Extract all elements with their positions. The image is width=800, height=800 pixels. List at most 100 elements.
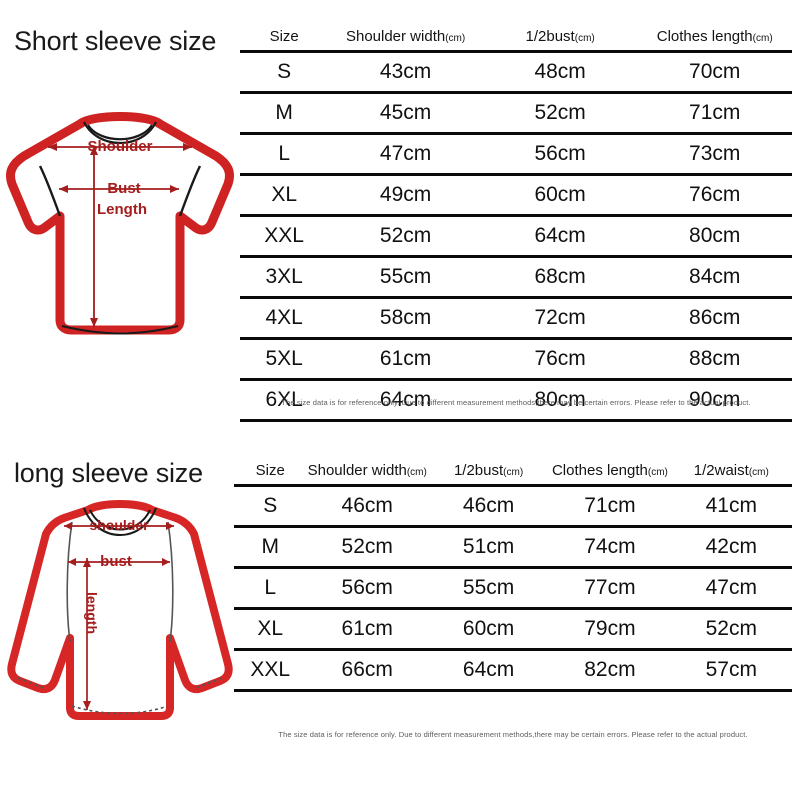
cell-size: XL: [240, 173, 329, 216]
shoulder-label: Shoulder: [87, 138, 152, 155]
table-row: XL 49cm 60cm 76cm: [240, 173, 792, 216]
cell-shoulder-width: 66cm: [306, 648, 428, 692]
tshirt-collar-outer: [83, 121, 157, 144]
table-row: L 56cm 55cm 77cm 47cm: [234, 566, 792, 609]
cell-shoulder-width: 64cm: [328, 378, 483, 422]
tshirt-hem: [61, 325, 179, 335]
table-row: 5XL 61cm 76cm 88cm: [240, 337, 792, 380]
long-sleeve-disclaimer: The size data is for reference only. Due…: [278, 730, 748, 739]
cell-shoulder-width: 55cm: [328, 255, 483, 298]
header-unit: (cm): [406, 467, 427, 478]
shirt-right-cuff: [195, 677, 223, 689]
cell-size: XL: [234, 607, 307, 650]
cell-size: XXL: [240, 214, 329, 257]
table-row: 6XL 64cm 80cm 90cm: [240, 378, 792, 422]
header-text: 1/2bust: [525, 28, 575, 45]
cell-shoulder-width: 61cm: [328, 337, 483, 380]
cell-half-waist: 52cm: [670, 607, 792, 650]
table-header-row: Size Shoulder width(cm) 1/2bust(cm) Clot…: [234, 460, 792, 486]
cell-half-bust: 52cm: [482, 91, 638, 134]
table-row: S 46cm 46cm 71cm 41cm: [234, 484, 792, 527]
length-label: length: [84, 592, 100, 634]
cell-clothes-length: 80cm: [637, 214, 792, 257]
cell-clothes-length: 70cm: [637, 50, 792, 93]
cell-half-bust: 80cm: [482, 378, 638, 422]
header-text: Shoulder width: [307, 462, 407, 479]
cell-shoulder-width: 56cm: [306, 566, 428, 609]
header-text: Shoulder width: [345, 28, 446, 45]
cell-clothes-length: 76cm: [637, 173, 792, 216]
header-text: 1/2waist: [693, 462, 749, 479]
shirt-collar-inner: [89, 509, 151, 531]
cell-shoulder-width: 45cm: [328, 91, 483, 134]
long-sleeve-title: long sleeve size: [14, 458, 203, 488]
cell-clothes-length: 77cm: [549, 566, 671, 609]
short-sleeve-disclaimer: The size data is for reference only. Due…: [281, 398, 751, 407]
cell-half-bust: 64cm: [427, 648, 550, 692]
long-sleeve-size-table: Size Shoulder width(cm) 1/2bust(cm) Clot…: [234, 460, 792, 692]
cell-half-bust: 56cm: [482, 132, 638, 175]
table-header-row: Size Shoulder width(cm) 1/2bust(cm) Clot…: [240, 26, 792, 52]
cell-half-bust: 55cm: [427, 566, 550, 609]
short-sleeve-section: Short sleeve size Shoulde: [6, 26, 792, 422]
bust-measure-arrow: [68, 558, 170, 566]
shirt-left-cuff: [17, 677, 45, 689]
shoulder-measure-arrow: [48, 143, 192, 151]
length-measure-arrow: [83, 558, 91, 710]
table-row: XXL 66cm 64cm 82cm 57cm: [234, 648, 792, 692]
column-header-half-waist: 1/2waist(cm): [671, 460, 792, 486]
header-unit: (cm): [752, 33, 773, 44]
cell-half-bust: 60cm: [482, 173, 638, 216]
column-header-clothes-length: Clothes length(cm): [549, 460, 670, 486]
cell-clothes-length: 71cm: [549, 484, 671, 527]
shoulder-label: shoulder: [89, 517, 149, 533]
cell-half-bust: 51cm: [427, 525, 550, 568]
cell-shoulder-width: 58cm: [328, 296, 483, 339]
cell-clothes-length: 82cm: [549, 648, 671, 692]
header-unit: (cm): [503, 467, 524, 478]
column-header-half-bust: 1/2bust(cm): [428, 460, 549, 486]
cell-half-bust: 68cm: [482, 255, 638, 298]
cell-shoulder-width: 49cm: [328, 173, 483, 216]
cell-clothes-length: 86cm: [637, 296, 792, 339]
table-row: XL 61cm 60cm 79cm 52cm: [234, 607, 792, 650]
cell-half-bust: 76cm: [482, 337, 638, 380]
cell-half-waist: 47cm: [670, 566, 792, 609]
shirt-hem-ribbing: [71, 705, 169, 715]
shirt-right-seam: [167, 521, 174, 643]
header-text: Size: [255, 462, 285, 479]
cell-size: 3XL: [240, 255, 329, 298]
cell-shoulder-width: 46cm: [306, 484, 428, 527]
cell-clothes-length: 73cm: [637, 132, 792, 175]
bust-measure-arrow: [59, 185, 179, 193]
cell-shoulder-width: 43cm: [328, 50, 483, 93]
cell-clothes-length: 71cm: [637, 91, 792, 134]
cell-size: S: [240, 50, 329, 93]
header-unit: (cm): [445, 33, 466, 44]
cell-size: 4XL: [240, 296, 329, 339]
cell-size: S: [234, 484, 307, 527]
cell-half-waist: 41cm: [670, 484, 792, 527]
cell-half-waist: 42cm: [670, 525, 792, 568]
header-text: Clothes length: [656, 28, 753, 45]
long-sleeve-shirt-diagram: shoulder bust length: [4, 492, 236, 732]
cell-shoulder-width: 61cm: [306, 607, 428, 650]
header-unit: (cm): [647, 467, 668, 478]
cell-half-bust: 46cm: [427, 484, 550, 527]
cell-half-waist: 57cm: [670, 648, 792, 692]
tshirt-right-seam: [178, 165, 202, 217]
cell-half-bust: 60cm: [427, 607, 550, 650]
long-sleeve-section: long sleeve size: [0, 436, 800, 756]
cell-size: L: [240, 132, 329, 175]
cell-size: L: [234, 566, 307, 609]
short-sleeve-size-table: Size Shoulder width(cm) 1/2bust(cm) Clot…: [240, 26, 792, 422]
cell-shoulder-width: 52cm: [328, 214, 483, 257]
header-text: Clothes length: [551, 462, 648, 479]
cell-clothes-length: 90cm: [637, 378, 792, 422]
short-sleeve-title: Short sleeve size: [14, 26, 217, 56]
length-label: Length: [97, 201, 147, 218]
column-header-shoulder-width: Shoulder width(cm): [307, 460, 428, 486]
column-header-size: Size: [234, 460, 307, 486]
cell-shoulder-width: 52cm: [306, 525, 428, 568]
